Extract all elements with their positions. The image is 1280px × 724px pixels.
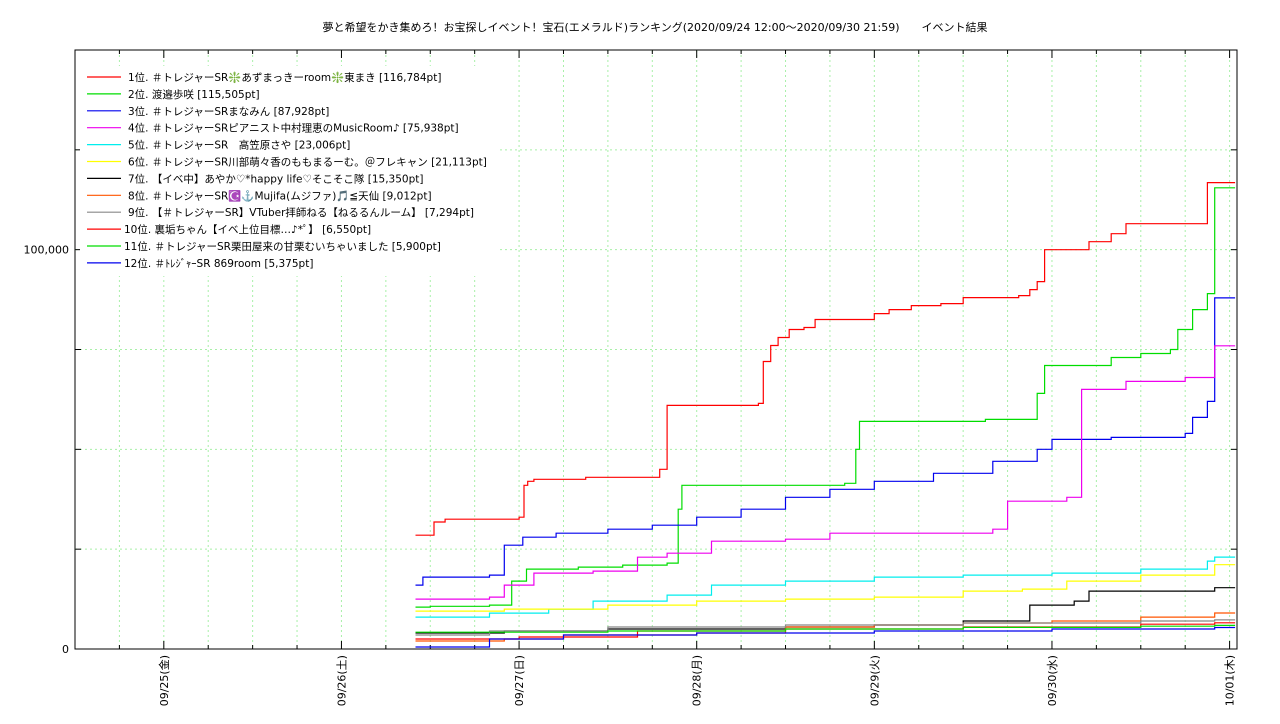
legend-entry-label: 6位. ＃トレジャーSR川部萌々香のももまるーむ。＠フレキャン [21,113p… — [128, 156, 487, 169]
x-tick-label: 09/27(日) — [513, 655, 526, 706]
series-line-4 — [415, 345, 1236, 600]
legend: 1位. ＃トレジャーSR❇️あずまっきーroom❇️東まき [116,784pt… — [80, 66, 500, 276]
x-tick-label: 09/29(火) — [868, 655, 881, 706]
series-lines — [415, 182, 1236, 648]
legend-entry-label: 10位. 裏垢ちゃん【イベ上位目標…♪*ﾟ】 [6,550pt] — [124, 223, 371, 236]
legend-entry-label: 8位. ＃トレジャーSR☪️⚓️Mujifa(ムジファ)🎵≦天仙 [9,012p… — [128, 189, 432, 202]
x-tick-label: 09/30(水) — [1046, 655, 1059, 706]
x-tick-label: 09/28(月) — [691, 655, 704, 706]
legend-entry-label: 11位. ＃トレジャーSR栗田屋来の甘栗むいちゃいました [5,900pt] — [124, 240, 441, 253]
series-line-1 — [415, 182, 1236, 536]
y-tick-label: 0 — [62, 643, 69, 656]
series-line-11 — [415, 624, 1236, 633]
legend-background — [80, 66, 500, 276]
series-line-9 — [415, 619, 1236, 636]
chart-title: 夢と希望をかき集めろ！お宝探しイベント！宝石(エメラルド)ランキング(2020/… — [322, 20, 987, 34]
legend-entry-label: 5位. ＃トレジャーSR 高笠原さや [23,006pt] — [128, 139, 350, 152]
legend-entry-label: 1位. ＃トレジャーSR❇️あずまっきーroom❇️東まき [116,784pt… — [128, 71, 441, 84]
legend-entry-label: 9位. 【＃トレジャーSR】VTuber拝師ねる【ねるるんルーム】 [7,294… — [128, 206, 474, 219]
axis-ticks: 0 100,000 09/25(金) 09/26(土) 09/27(日) 09/28(月)… — [24, 49, 1237, 706]
grid-lines — [75, 50, 1237, 649]
series-line-6 — [415, 564, 1236, 612]
legend-entry-label: 3位. ＃トレジャーSRまなみん [87,928pt] — [128, 105, 329, 118]
series-line-12 — [415, 626, 1236, 648]
legend-entry-label: 12位. ＃ﾄﾚｼﾞｬｰSR 869room [5,375pt] — [124, 257, 313, 270]
series-line-3 — [415, 297, 1236, 586]
series-line-2 — [415, 187, 1236, 608]
legend-entry-label: 2位. 渡邉歩咲 [115,505pt] — [128, 88, 260, 101]
x-tick-label: 09/26(土) — [335, 655, 348, 706]
y-tick-label: 100,000 — [24, 244, 70, 257]
legend-entry-label: 4位. ＃トレジャーSRピアニスト中村理恵のMusicRoom♪ [75,938… — [128, 122, 459, 135]
x-tick-label: 09/25(金) — [157, 655, 171, 706]
legend-entry-label: 7位. 【イベ中】あやか♡*happy life♡そこそこ隊 [15,350pt… — [128, 172, 423, 185]
x-tick-label: 10/01(木) — [1224, 655, 1237, 706]
